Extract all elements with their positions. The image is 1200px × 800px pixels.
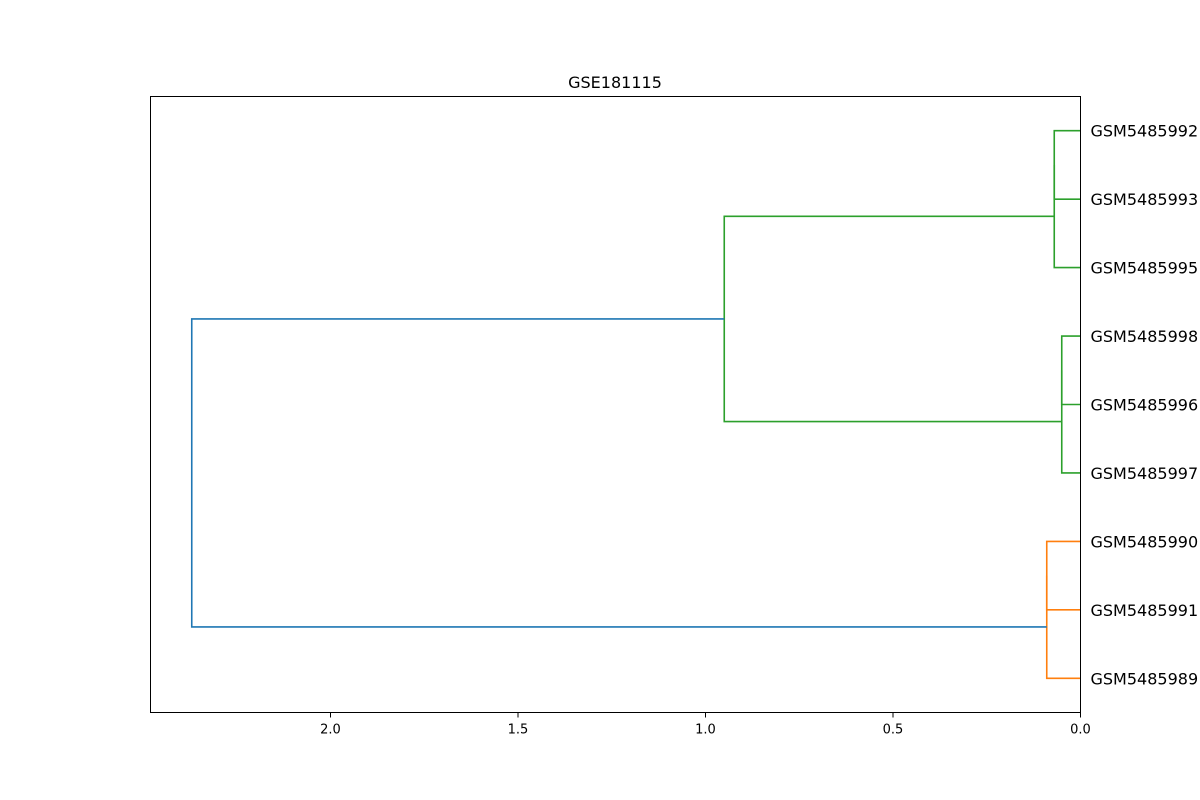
x-axis: 2.0 1.5 1.0 0.5 0.0	[320, 712, 1091, 738]
dendrogram-link-green-b-inner	[1060, 335, 1081, 406]
x-tick-label: 0.5	[883, 723, 904, 738]
leaf-label: GSM5485996	[1091, 396, 1199, 415]
leaf-label: GSM5485989	[1091, 669, 1199, 688]
leaf-label: GSM5485992	[1091, 122, 1199, 141]
dendrogram-link-root	[190, 318, 1047, 628]
plot-frame	[150, 96, 1081, 713]
chart-title: GSE181115	[568, 73, 662, 92]
dendrogram-link-green-a-inner	[1053, 129, 1081, 200]
x-tick-label: 2.0	[320, 723, 341, 738]
dendrogram-link-green-b	[1060, 370, 1081, 474]
x-tick-label: 1.0	[695, 723, 716, 738]
dendrogram-links	[190, 129, 1081, 680]
x-tick-label: 0.0	[1070, 723, 1091, 738]
leaf-label: GSM5485995	[1091, 259, 1199, 278]
leaf-labels: GSM5485992 GSM5485993 GSM5485995 GSM5485998…	[1091, 122, 1199, 689]
dendrogram-link-orange	[1045, 575, 1081, 680]
dendrogram-link-green-top	[723, 215, 1062, 423]
leaf-label: GSM5485997	[1091, 464, 1199, 483]
leaf-label: GSM5485998	[1091, 327, 1199, 346]
leaf-label: GSM5485991	[1091, 601, 1199, 620]
leaf-label: GSM5485993	[1091, 190, 1199, 209]
leaf-label: GSM5485990	[1091, 532, 1199, 551]
dendrogram-link-green-a	[1053, 164, 1081, 269]
x-tick-label: 1.5	[508, 723, 529, 738]
dendrogram-link-orange-inner	[1045, 540, 1081, 611]
